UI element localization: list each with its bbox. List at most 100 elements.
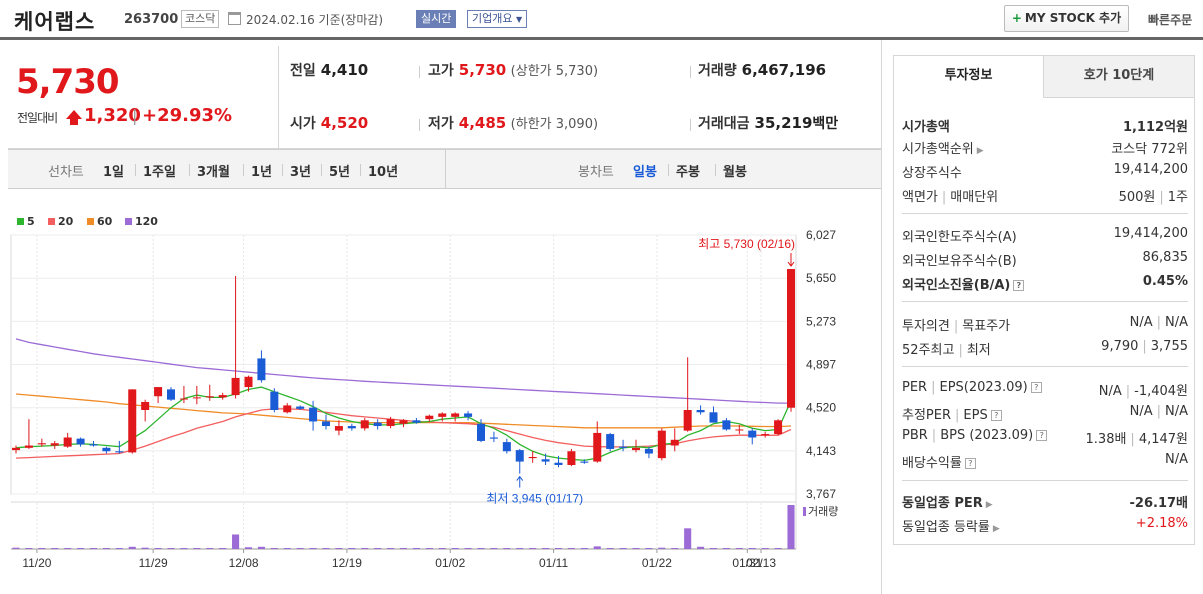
sector-rate-text: 동일업종 등락률 <box>902 520 990 535</box>
stock-code: 263700 <box>124 12 179 27</box>
help-icon[interactable]: ? <box>964 458 976 469</box>
company-name: 케어랩스 <box>14 10 96 34</box>
caret-right-icon: ▶ <box>985 500 993 510</box>
price-chart[interactable]: 5 20 60 120 11/20 11/29 12/08 12/19 01/02 01/… <box>8 189 881 594</box>
candle-body <box>334 426 343 431</box>
pipe: | <box>1156 404 1161 419</box>
est-per-row: 추정PER | EPS? N/A | N/A <box>902 402 1188 423</box>
volume-bar <box>89 548 98 549</box>
period-3y[interactable]: 3년 <box>290 165 312 180</box>
w52-label-1: 52주최고 <box>902 343 955 358</box>
candle-body <box>192 397 201 399</box>
pipe: | <box>1159 190 1164 205</box>
est-per-label-2: EPS <box>963 408 988 423</box>
amount-unit: 백만 <box>812 116 839 132</box>
volume-bar <box>348 548 356 549</box>
company-overview-dropdown[interactable]: 기업개요 ▼ <box>467 10 528 28</box>
open-value: 4,520 <box>320 114 369 132</box>
divider <box>419 119 420 131</box>
volume-bar <box>206 548 214 549</box>
pbr-label: PBR | BPS (2023.09)? <box>902 428 1048 443</box>
help-icon[interactable]: ? <box>1013 280 1025 291</box>
volume-bar <box>374 548 382 549</box>
per-row: PER | EPS(2023.09)? N/A | -1,404원 <box>902 378 1188 399</box>
divider <box>715 164 716 176</box>
up-arrow-stem <box>70 119 78 125</box>
volume-bar <box>51 548 59 549</box>
legend-swatch <box>17 218 24 225</box>
change-percent: +29.93% <box>142 105 233 126</box>
par-label: 액면가 | 매매단위 <box>902 186 998 205</box>
candle-body <box>412 420 421 423</box>
candle-body <box>270 391 279 410</box>
candle-body <box>502 442 511 452</box>
candle-body <box>115 451 124 453</box>
candle-body <box>50 443 59 446</box>
caret-right-icon: ▶ <box>976 146 984 156</box>
pipe: | <box>1125 384 1131 399</box>
candle-body <box>631 447 641 451</box>
est-per-label: 추정PER | EPS? <box>902 404 1002 423</box>
chevron-down-icon: ▼ <box>515 15 523 24</box>
pbr-value-1: 1.38배 <box>1085 432 1127 447</box>
date-basis: 기준(장마감) <box>318 13 384 27</box>
y-tick-label: 4,897 <box>806 358 836 372</box>
high-annotation-arrowhead <box>787 261 795 267</box>
add-mystock-button[interactable]: + MY STOCK 추가 <box>1004 5 1129 32</box>
volume-bar <box>722 548 730 549</box>
period-10y[interactable]: 10년 <box>368 165 399 180</box>
add-mystock-label: MY STOCK 추가 <box>1024 11 1122 25</box>
period-1d[interactable]: 1일 <box>103 165 125 180</box>
volume-bar <box>761 548 769 549</box>
volume-bar <box>64 548 72 549</box>
pbr-label-1: PBR <box>902 428 928 443</box>
volume-bar <box>425 548 433 549</box>
volume-bar <box>283 548 291 549</box>
candle-body <box>218 395 227 398</box>
volume-bar <box>232 534 240 549</box>
realtime-button[interactable]: 실시간 <box>416 10 457 28</box>
opinion-value-2: N/A <box>1165 315 1188 330</box>
period-5y[interactable]: 5년 <box>329 165 351 180</box>
volume-bar <box>296 548 304 549</box>
per-label-2: EPS(2023.09) <box>939 380 1028 395</box>
period-3m[interactable]: 3개월 <box>197 165 230 180</box>
candle-body <box>774 420 783 435</box>
open-label: 시가 <box>290 116 316 132</box>
current-price-box: 5,730 전일대비 1,320 | +29.93% <box>8 46 279 148</box>
high-annotation: 최고 5,730 (02/16) <box>698 237 795 251</box>
market-cap-rank-row[interactable]: 시가총액순위 ▶ 코스닥 772위 <box>902 136 1188 157</box>
est-per-value-2: N/A <box>1165 404 1188 419</box>
high-label: 고가 <box>428 63 454 79</box>
help-icon[interactable]: ? <box>1030 382 1042 393</box>
candle-body <box>696 409 705 413</box>
help-icon[interactable]: ? <box>1036 430 1048 441</box>
pipe: | <box>953 319 959 334</box>
pipe: | <box>1142 339 1147 354</box>
tab-order-book[interactable]: 호가 10단계 <box>1044 56 1194 98</box>
line-chart-label: 선차트 <box>48 165 84 180</box>
sector-rate-row[interactable]: 동일업종 등락률 ▶ +2.18% <box>902 514 1188 535</box>
candle-weekly[interactable]: 주봉 <box>676 165 700 180</box>
candlestick-svg: 11/20 11/29 12/08 12/19 01/02 01/11 01/22 01/31… <box>10 228 838 570</box>
sector-per-row[interactable]: 동일업종 PER ▶ -26.17배 <box>902 490 1188 511</box>
volume-bar <box>697 546 705 549</box>
upper-limit: (상한가 5,730) <box>510 64 599 79</box>
prev-close: 전일 4,410 <box>290 60 368 80</box>
period-1w[interactable]: 1주일 <box>143 165 176 180</box>
w52-label-2: 최저 <box>966 343 991 358</box>
divider <box>419 66 420 78</box>
legend-ma5-label: 5 <box>27 215 35 228</box>
period-1y[interactable]: 1년 <box>251 165 273 180</box>
candle-daily[interactable]: 일봉 <box>633 165 657 180</box>
volume-label: 거래량 <box>698 63 737 79</box>
legend-swatch <box>48 218 55 225</box>
x-tick-label: 11/29 <box>139 556 168 570</box>
y-tick-label: 4,143 <box>806 444 836 458</box>
candle-monthly[interactable]: 월봉 <box>723 165 747 180</box>
change-label: 전일대비 <box>17 111 58 125</box>
help-icon[interactable]: ? <box>990 410 1002 421</box>
tab-investment-info[interactable]: 투자정보 <box>894 56 1044 98</box>
pbr-row: PBR | BPS (2023.09)? 1.38배 | 4,147원 <box>902 426 1188 447</box>
quick-order-link[interactable]: 빠른주문 <box>1148 13 1193 27</box>
